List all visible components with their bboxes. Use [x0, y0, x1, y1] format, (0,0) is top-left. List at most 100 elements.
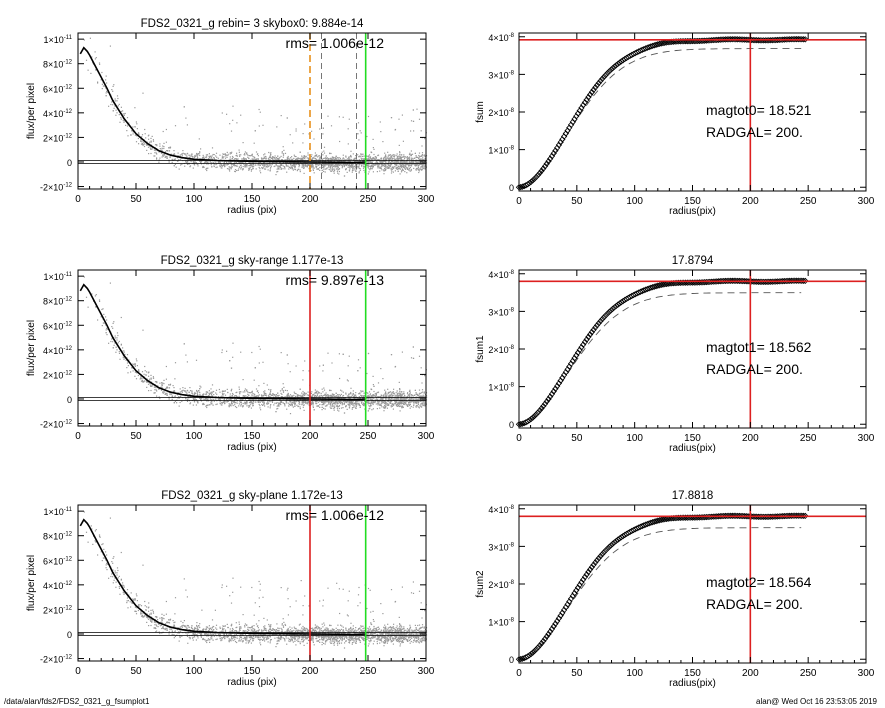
scatter-point: [269, 407, 271, 409]
scatter-point: [371, 395, 373, 397]
scatter-point: [347, 166, 349, 168]
scatter-point: [306, 402, 308, 404]
scatter-point: [338, 394, 340, 396]
scatter-point: [297, 395, 299, 397]
scatter-point: [302, 165, 304, 167]
scatter-point: [150, 381, 153, 383]
scatter-point: [185, 117, 187, 119]
scatter-point: [328, 403, 330, 405]
scatter-point: [312, 394, 314, 396]
scatter-point: [343, 403, 345, 405]
scatter-point: [153, 155, 155, 157]
scatter-point: [225, 155, 227, 157]
scatter-point: [276, 408, 278, 410]
scatter-point: [257, 158, 259, 160]
scatter-point: [178, 392, 180, 394]
scatter-point: [112, 327, 114, 329]
scatter-point: [156, 153, 158, 155]
scatter-point: [392, 154, 394, 156]
scatter-point: [123, 121, 125, 123]
scatter-point: [294, 392, 296, 394]
scatter-point: [369, 408, 371, 410]
scatter-point: [151, 147, 153, 149]
scatter-point: [389, 167, 391, 169]
scatter-point: [378, 164, 380, 166]
scatter-point: [342, 157, 344, 159]
scatter-point: [286, 171, 288, 173]
scatter-point: [343, 158, 345, 160]
scatter-point: [325, 157, 327, 159]
scatter-point: [413, 404, 415, 406]
scatter-point: [205, 397, 208, 399]
scatter-point: [392, 391, 394, 393]
scatter-point: [418, 395, 420, 397]
scatter-point: [362, 403, 364, 405]
magtot-label: magtot0= 18.521: [706, 102, 812, 118]
scatter-point: [202, 403, 204, 406]
scatter-point: [260, 409, 262, 411]
scatter-point: [384, 393, 386, 395]
scatter-point: [177, 160, 179, 162]
scatter-point: [238, 386, 240, 388]
scatter-point: [109, 282, 111, 284]
scatter-point: [250, 163, 252, 165]
scatter-point: [269, 393, 272, 395]
scatter-point: [302, 394, 304, 396]
scatter-point: [237, 169, 239, 171]
scatter-point: [238, 166, 240, 168]
scatter-point: [373, 148, 375, 150]
scatter-point: [245, 159, 247, 161]
scatter-point: [323, 397, 325, 399]
scatter-point: [417, 403, 420, 406]
scatter-point: [175, 166, 177, 168]
scatter-point: [274, 155, 276, 157]
scatter-point: [367, 115, 370, 118]
scatter-point: [210, 164, 212, 166]
scatter-point: [193, 157, 195, 159]
scatter-point: [240, 168, 242, 170]
scatter-point: [328, 165, 330, 167]
scatter-point: [192, 167, 194, 169]
scatter-point: [159, 397, 161, 400]
scatter-point: [294, 167, 296, 169]
scatter-point: [417, 166, 420, 169]
scatter-point: [176, 402, 178, 404]
scatter-point: [95, 294, 97, 296]
scatter-point: [320, 392, 322, 394]
scatter-point: [154, 149, 156, 151]
scatter-point: [139, 378, 141, 380]
scatter-point: [238, 149, 240, 151]
scatter-point: [314, 152, 316, 154]
scatter-point: [193, 394, 195, 396]
scatter-point: [251, 401, 253, 403]
scatter-point: [352, 166, 355, 168]
scatter-point: [191, 390, 193, 392]
curve-point: [554, 144, 561, 152]
scatter-point: [400, 396, 402, 398]
scatter-point: [329, 403, 332, 405]
scatter-point: [280, 164, 282, 166]
scatter-point: [235, 158, 237, 160]
scatter-point: [271, 157, 273, 159]
scatter-point: [368, 158, 370, 160]
scatter-point: [293, 165, 295, 167]
scatter-point: [403, 159, 405, 161]
scatter-point: [363, 159, 365, 161]
scatter-point: [281, 159, 283, 161]
scatter-point: [322, 164, 324, 166]
scatter-point: [423, 155, 425, 157]
scatter-point: [424, 402, 426, 404]
scatter-point: [156, 158, 158, 160]
scatter-point: [213, 163, 215, 165]
scatter-point: [323, 387, 325, 389]
scatter-point: [383, 170, 385, 172]
scatter-point: [108, 342, 110, 344]
scatter-point: [177, 397, 179, 399]
scatter-point: [116, 100, 118, 102]
scatter-point: [381, 169, 383, 171]
scatter-point: [257, 401, 259, 403]
scatter-point: [277, 170, 279, 173]
scatter-point: [404, 167, 406, 170]
scatter-point: [346, 158, 348, 160]
scatter-point: [311, 130, 313, 132]
